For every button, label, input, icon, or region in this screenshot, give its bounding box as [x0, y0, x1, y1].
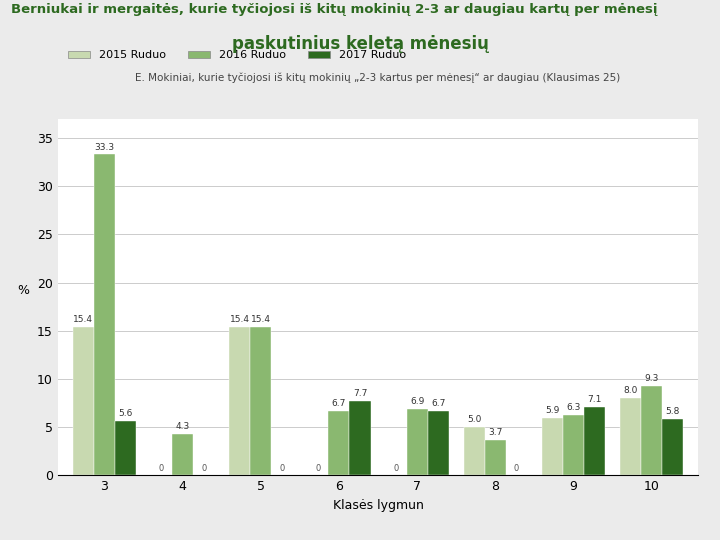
Bar [229, 327, 251, 475]
Bar [485, 440, 505, 475]
Text: Berniukai ir mergaitės, kurie tyčiojosi iš kitų mokinių 2-3 ar daugiau kartų per: Berniukai ir mergaitės, kurie tyčiojosi … [11, 3, 657, 16]
Bar [94, 154, 115, 475]
Text: 8.0: 8.0 [624, 386, 638, 395]
Bar [328, 410, 349, 475]
Bar [541, 418, 563, 475]
Text: 0: 0 [279, 464, 284, 473]
Bar [563, 415, 584, 475]
Text: paskutinius keletą mėnesių: paskutinius keletą mėnesių [232, 35, 488, 53]
Bar [251, 327, 271, 475]
Text: 7.7: 7.7 [353, 389, 367, 398]
Text: 15.4: 15.4 [251, 315, 271, 324]
Bar [73, 327, 94, 475]
Text: 5.8: 5.8 [665, 408, 680, 416]
Text: 0: 0 [315, 464, 320, 473]
Bar [464, 427, 485, 475]
Bar [620, 398, 641, 475]
Bar [584, 407, 605, 475]
Bar [172, 434, 193, 475]
Text: 15.4: 15.4 [230, 315, 250, 324]
Text: 15.4: 15.4 [73, 315, 94, 324]
Bar [428, 410, 449, 475]
Text: 3.7: 3.7 [488, 428, 503, 437]
Text: 0: 0 [201, 464, 207, 473]
Bar [641, 386, 662, 475]
Text: 0: 0 [513, 464, 519, 473]
Text: 6.9: 6.9 [410, 397, 424, 406]
X-axis label: Klasės lygmun: Klasės lygmun [333, 498, 423, 511]
Text: E. Mokiniai, kurie tyčiojosi iš kitų mokinių „2-3 kartus per mėnesį“ ar daugiau : E. Mokiniai, kurie tyčiojosi iš kitų mok… [135, 73, 621, 83]
Y-axis label: %: % [17, 284, 29, 297]
Bar [662, 420, 683, 475]
Legend: 2015 Ruduo, 2016 Ruduo, 2017 Ruduo: 2015 Ruduo, 2016 Ruduo, 2017 Ruduo [63, 46, 411, 65]
Text: 9.3: 9.3 [644, 374, 659, 383]
Bar [407, 409, 428, 475]
Text: 6.7: 6.7 [332, 399, 346, 408]
Text: 0: 0 [393, 464, 399, 473]
Text: 7.1: 7.1 [588, 395, 602, 404]
Text: 6.3: 6.3 [566, 403, 580, 411]
Text: 5.6: 5.6 [118, 409, 132, 418]
Text: 33.3: 33.3 [94, 143, 114, 152]
Text: 0: 0 [159, 464, 164, 473]
Bar [115, 421, 136, 475]
Text: 6.7: 6.7 [431, 399, 446, 408]
Bar [349, 401, 371, 475]
Text: 5.0: 5.0 [467, 415, 481, 424]
Text: 5.9: 5.9 [545, 407, 559, 415]
Text: 4.3: 4.3 [176, 422, 190, 431]
